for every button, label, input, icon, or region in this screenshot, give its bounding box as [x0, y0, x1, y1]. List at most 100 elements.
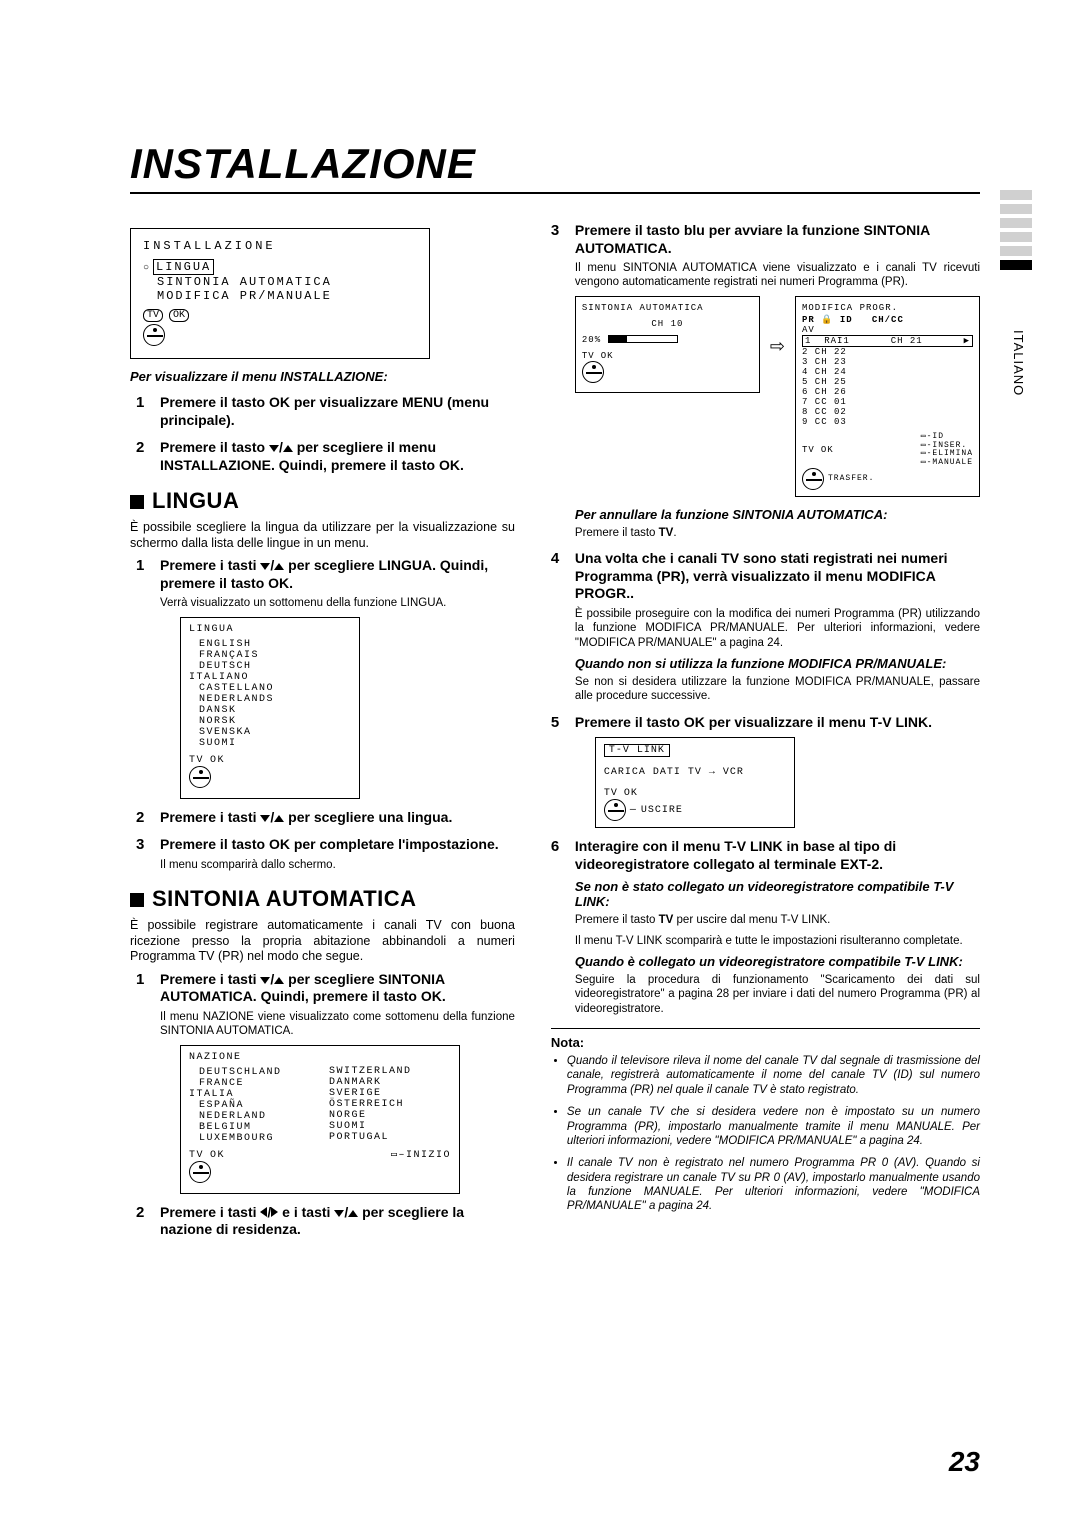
mod-row: 5 CH 25 — [802, 377, 973, 387]
naz-se: SVERIGE — [329, 1088, 451, 1099]
naz-lu: LUXEMBOURG — [189, 1133, 311, 1144]
naz-fr: FRANCE — [189, 1078, 311, 1089]
lang-castellano: CASTELLANO — [189, 683, 351, 694]
menu-item-lingua: LINGUA — [153, 259, 214, 275]
mod-title: MODIFICA PROGR. — [802, 303, 973, 313]
intro-step-2: Premere il tasto / per scegliere il menu… — [160, 439, 515, 474]
auto-menu-box: SINTONIA AUTOMATICA CH 10 20% TVOK — [575, 296, 760, 393]
lang-english: ENGLISH — [189, 639, 351, 650]
tvlink-title: T-V LINK — [604, 744, 670, 757]
nota-title: Nota: — [551, 1035, 980, 1050]
naz-be: BELGIUM — [189, 1122, 311, 1133]
naz-pt: PORTUGAL — [329, 1132, 451, 1143]
page-number: 23 — [949, 1446, 980, 1478]
mod-row: 3 CH 23 — [802, 357, 973, 367]
lingua-step-1: Premere i tasti / per scegliere LINGUA. … — [160, 557, 515, 592]
section-sintonia: SINTONIA AUTOMATICA — [130, 886, 515, 912]
intro-step-1: Premere il tasto OK per visualizzare MEN… — [160, 394, 515, 429]
mod-row: 2 CH 22 — [802, 347, 973, 357]
nav-icon — [604, 799, 626, 821]
tvlink-footer: USCIRE — [641, 805, 683, 816]
language-tab: ITALIANO — [1011, 330, 1026, 396]
naz-fi: SUOMI — [329, 1121, 451, 1132]
left-column: INSTALLAZIONE LINGUA SINTONIA AUTOMATICA… — [130, 222, 515, 1249]
nav-icon — [582, 361, 604, 383]
naz-ch: SWITZERLAND — [329, 1066, 451, 1077]
naz-footer: –INIZIO — [398, 1150, 451, 1161]
lingua-desc: È possibile scegliere la lingua da utili… — [130, 520, 515, 551]
tvlink-menu-box: T-V LINK CARICA DATI TV → VCR TVOK —USCI… — [595, 737, 795, 828]
mod-menu-box: MODIFICA PROGR. PR 🔒 ID CH/CC AV 1 RAI1C… — [795, 296, 980, 497]
right-step-6-em2-b: Seguire la procedura di funzionamento "S… — [575, 973, 980, 1016]
right-step-5: Premere il tasto OK per visualizzare il … — [575, 714, 980, 732]
menu-item-sintonia: SINTONIA AUTOMATICA — [143, 275, 417, 289]
lang-francais: FRANÇAIS — [189, 650, 351, 661]
nav-icon — [189, 1161, 211, 1183]
auto-pct: 20% — [582, 335, 601, 345]
nota-item: Il canale TV non è registrato nel numero… — [567, 1156, 980, 1214]
nazione-title: NAZIONE — [189, 1052, 311, 1063]
right-step-6-em2: Quando è collegato un videoregistratore … — [575, 954, 980, 969]
nazione-menu-box: NAZIONE DEUTSCHLAND FRANCE ITALIA ESPAÑA… — [180, 1045, 460, 1194]
right-column: 3 Premere il tasto blu per avviare la fu… — [551, 222, 980, 1249]
annulla-title: Per annullare la funzione SINTONIA AUTOM… — [575, 507, 980, 522]
right-step-6-em1-b2: Il menu T-V LINK scomparirà e tutte le i… — [575, 934, 980, 948]
right-step-4-sub: È possibile proseguire con la modifica d… — [575, 607, 980, 650]
lang-norsk: NORSK — [189, 716, 351, 727]
auto-title: SINTONIA AUTOMATICA — [582, 303, 753, 313]
sintonia-step-1: Premere i tasti / per scegliere SINTONIA… — [160, 971, 515, 1006]
lingua-step-3: Premere il tasto OK per completare l'imp… — [160, 836, 515, 854]
mod-row: 8 CC 02 — [802, 407, 973, 417]
right-step-3: Premere il tasto blu per avviare la funz… — [575, 222, 980, 257]
naz-de: DEUTSCHLAND — [189, 1067, 311, 1078]
lingua-step-3-sub: Il menu scomparirà dallo schermo. — [160, 858, 515, 872]
title-rule — [130, 192, 980, 194]
install-menu-box: INSTALLAZIONE LINGUA SINTONIA AUTOMATICA… — [130, 228, 430, 359]
mod-trasfer: TRASFER. — [828, 474, 874, 483]
tvlink-line: CARICA DATI TV → VCR — [604, 767, 786, 778]
side-index-bars — [1000, 190, 1032, 270]
right-step-4-em: Quando non si utilizza la funzione MODIF… — [575, 656, 980, 671]
mod-row: 7 CC 01 — [802, 397, 973, 407]
nav-icon — [189, 766, 211, 788]
mod-row: 6 CH 26 — [802, 387, 973, 397]
annulla-body: Premere il tasto TV. — [575, 526, 980, 540]
lingua-step-2: Premere i tasti / per scegliere una ling… — [160, 809, 515, 827]
nav-icon — [802, 468, 824, 490]
right-step-3-sub: Il menu SINTONIA AUTOMATICA viene visual… — [575, 261, 980, 290]
naz-nl: NEDERLAND — [189, 1111, 311, 1122]
lang-svenska: SVENSKA — [189, 727, 351, 738]
naz-it: ITALIA — [189, 1089, 234, 1100]
lang-italiano: ITALIANO — [189, 672, 249, 683]
lang-deutsch: DEUTSCH — [189, 661, 351, 672]
naz-dk: DANMARK — [329, 1077, 451, 1088]
mod-row-av: AV — [802, 325, 973, 335]
lingua-menu-title: LINGUA — [189, 624, 351, 635]
right-step-6-em1: Se non è stato collegato un videoregistr… — [575, 879, 980, 909]
naz-at: ÖSTERREICH — [329, 1099, 451, 1110]
lang-nederlands: NEDERLANDS — [189, 694, 351, 705]
install-menu-title: INSTALLAZIONE — [143, 239, 417, 253]
nota-item: Quando il televisore rileva il nome del … — [567, 1054, 980, 1097]
mod-row: 9 CC 03 — [802, 417, 973, 427]
lang-dansk: DANSK — [189, 705, 351, 716]
lingua-step-1-sub: Verrà visualizzato un sottomenu della fu… — [160, 596, 515, 610]
nav-icon — [143, 324, 165, 346]
page-title: INSTALLAZIONE — [130, 140, 980, 188]
lang-suomi: SUOMI — [189, 738, 351, 749]
right-step-6: Interagire con il menu T-V LINK in base … — [575, 838, 980, 873]
ok-badge: OK — [169, 309, 189, 322]
section-lingua: LINGUA — [130, 488, 515, 514]
right-step-6-em1-b1: Premere il tasto TV per uscire dal menu … — [575, 913, 980, 927]
mod-row: 4 CH 24 — [802, 367, 973, 377]
sintonia-step-2: Premere i tasti / e i tasti / per scegli… — [160, 1204, 515, 1239]
naz-es: ESPAÑA — [189, 1100, 311, 1111]
naz-no: NORGE — [329, 1110, 451, 1121]
sintonia-step-1-sub: Il menu NAZIONE viene visualizzato come … — [160, 1010, 515, 1039]
menu-item-modifica: MODIFICA PR/MANUALE — [143, 289, 417, 303]
arrow-icon: ⇨ — [770, 336, 785, 357]
tv-badge: TV — [143, 309, 163, 322]
right-step-4: Una volta che i canali TV sono stati reg… — [575, 550, 980, 603]
install-caption: Per visualizzare il menu INSTALLAZIONE: — [130, 369, 515, 384]
nota-rule — [551, 1028, 980, 1029]
